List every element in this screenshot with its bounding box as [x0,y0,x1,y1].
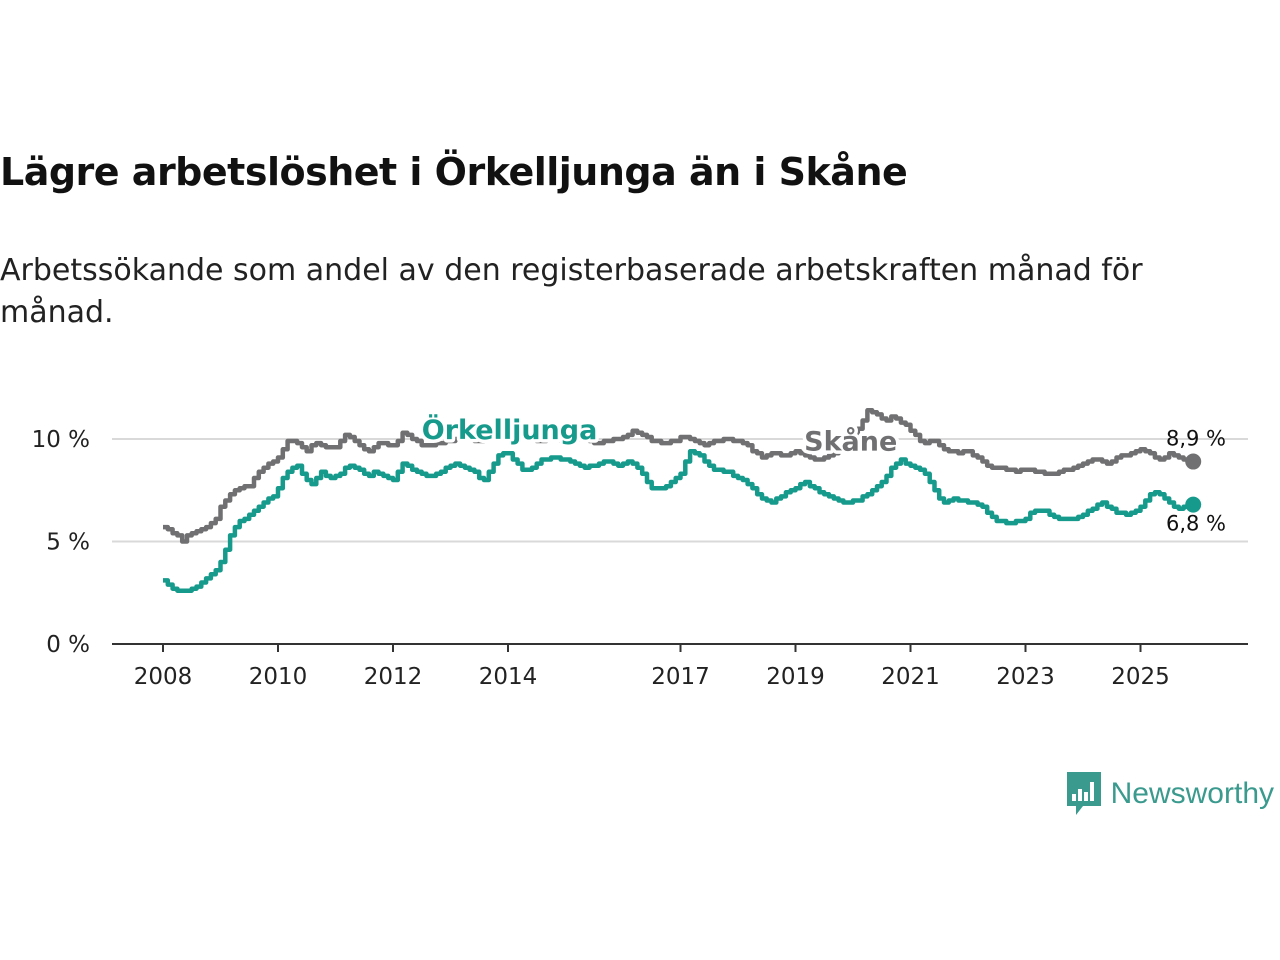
x-tick-label: 2014 [479,664,538,690]
newsworthy-logo: Newsworthy [1066,772,1274,816]
series-line-orkelljunga [163,449,1196,593]
series-lines [163,408,1202,593]
series-labels: 8,9 % Skåne 6,8 % Örkelljunga [418,410,1226,536]
newsworthy-logo-icon [1066,772,1101,815]
y-tick-label: 10 % [32,427,90,453]
y-tick-label: 0 % [46,632,90,658]
end-value-label: 6,8 % [1166,512,1226,536]
x-tick-label: 2017 [651,664,710,690]
x-tick-label: 2025 [1111,664,1170,690]
brand-name: Newsworthy [1110,777,1274,810]
x-axis: 2008 2010 2012 2014 2017 2019 2021 2023 2025 [112,643,1248,690]
x-tick-label: 2012 [364,664,423,690]
series-name-label: Skåne [804,425,897,457]
x-tick-label: 2019 [766,664,825,690]
end-value-label: 8,9 % [1166,427,1226,451]
y-tick-label: 5 % [46,530,90,556]
x-tick-label: 2008 [134,664,193,690]
x-tick-label: 2010 [249,664,308,690]
line-chart: 0 %5 %10 % 2008 2010 2012 2014 2017 2019 2021 2… [32,408,1248,690]
end-marker [1185,496,1202,513]
end-marker [1185,453,1202,470]
series-line-skane [163,408,1194,544]
x-tick-label: 2021 [881,664,940,690]
series-name-label: Örkelljunga [422,413,598,446]
y-axis: 0 % 5 % 10 % [32,427,90,658]
x-tick-label: 2023 [996,664,1055,690]
chart-title: Lägre arbetslöshet i Örkelljunga än i Sk… [0,150,908,194]
chart-subtitle: Arbetssökande som andel av den registerb… [0,253,1143,330]
